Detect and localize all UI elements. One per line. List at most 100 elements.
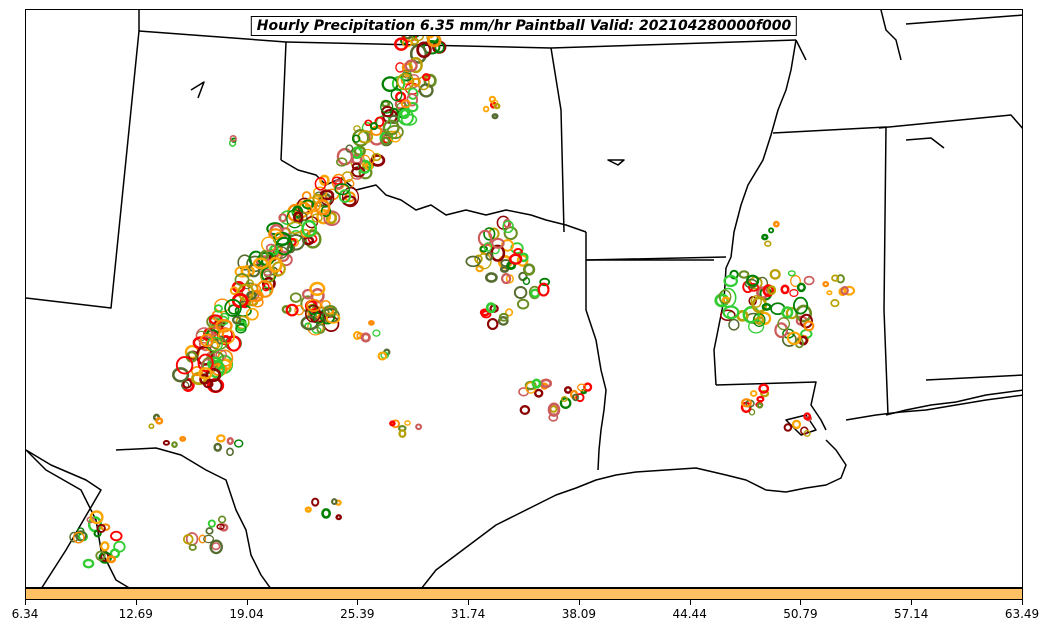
colorbar-tick [135,600,137,605]
paintball [319,174,330,186]
paintball [226,436,234,446]
colorbar-tick [689,600,691,605]
paintball [301,219,318,238]
paintball [213,304,223,313]
paintball [235,324,247,334]
paintball [400,99,411,109]
paintball [795,304,813,323]
paintball [245,307,259,321]
tennessee-border [795,39,807,61]
paintball [179,435,187,442]
paintball [172,367,190,383]
paintball [831,274,840,282]
paintball [181,381,190,390]
paintball [729,269,739,280]
paintball [761,233,769,241]
paintball [477,229,493,247]
alabama-georgia-border [878,114,1022,129]
paintball [96,523,106,533]
paintball [787,270,796,277]
paintball [334,183,351,196]
paintball [228,139,237,147]
paintball [272,231,292,247]
colorbar-tick-label: 6.34 [11,607,39,621]
paintball [760,389,770,398]
texas-east-border [585,232,607,471]
paintball [336,147,354,166]
paintball [513,286,528,299]
paintball [772,220,780,228]
paintball [728,318,740,331]
paintball [213,442,223,452]
paintball [789,289,799,298]
paintball [75,530,87,542]
colorbar-tick [25,600,26,605]
florida-panhandle [885,389,1022,416]
paintball [836,274,845,284]
paintball [305,304,322,323]
paintball [203,534,215,544]
paintball [488,95,497,103]
paintball [262,268,273,276]
top-right-border [905,14,1022,25]
colorbar-tick-label: 50.79 [783,607,818,621]
paintball [537,282,550,297]
paintball [89,510,104,525]
paintball [786,331,802,345]
gulf-coast [421,439,847,587]
precipitation-paintballs [69,22,856,569]
paintball [485,302,497,314]
paintball [188,543,197,551]
paintball [278,213,288,223]
paintball [769,268,781,280]
paintball [404,420,411,426]
paintball [259,266,275,284]
map-panel: Hourly Precipitation 6.35 mm/hr Paintbal… [25,9,1023,588]
paintball [723,274,738,288]
paintball [155,417,164,425]
paintball [549,405,558,413]
paintball [289,292,302,303]
paintball [531,378,542,389]
paintball [182,378,193,389]
paintball [398,429,407,438]
paintball [790,275,801,288]
paintball [577,383,587,392]
texas-panhandle-north-border [26,30,287,309]
colorbar-tick-label: 12.69 [118,607,153,621]
paintball [345,144,354,153]
paintball [316,323,326,334]
paintball [539,277,551,287]
paintball [224,298,242,317]
paintball [522,263,536,276]
paintball [335,514,343,521]
paintball [82,558,95,569]
paintball [377,351,388,361]
paintball [369,122,379,131]
paintball [233,439,244,448]
paintball [214,298,231,313]
paintball [758,383,770,394]
paintball [207,519,216,528]
paintball [476,253,492,270]
paintball [522,277,531,286]
paintball [505,308,514,317]
paintball [294,304,305,316]
paintball [215,318,233,333]
paintball [718,289,732,304]
paintball [216,327,233,343]
paintball [314,199,331,216]
paintball [411,77,422,87]
map-title: Hourly Precipitation 6.35 mm/hr Paintbal… [250,16,798,36]
paintball [516,298,530,310]
paintball [560,396,568,402]
paintball [397,108,414,126]
paintball [767,285,777,296]
paintball [803,275,815,286]
paintball [465,255,481,268]
paintball [796,282,806,293]
paintball [183,533,194,545]
paintball [360,332,371,343]
paintball [306,298,322,312]
paintball [418,83,434,98]
